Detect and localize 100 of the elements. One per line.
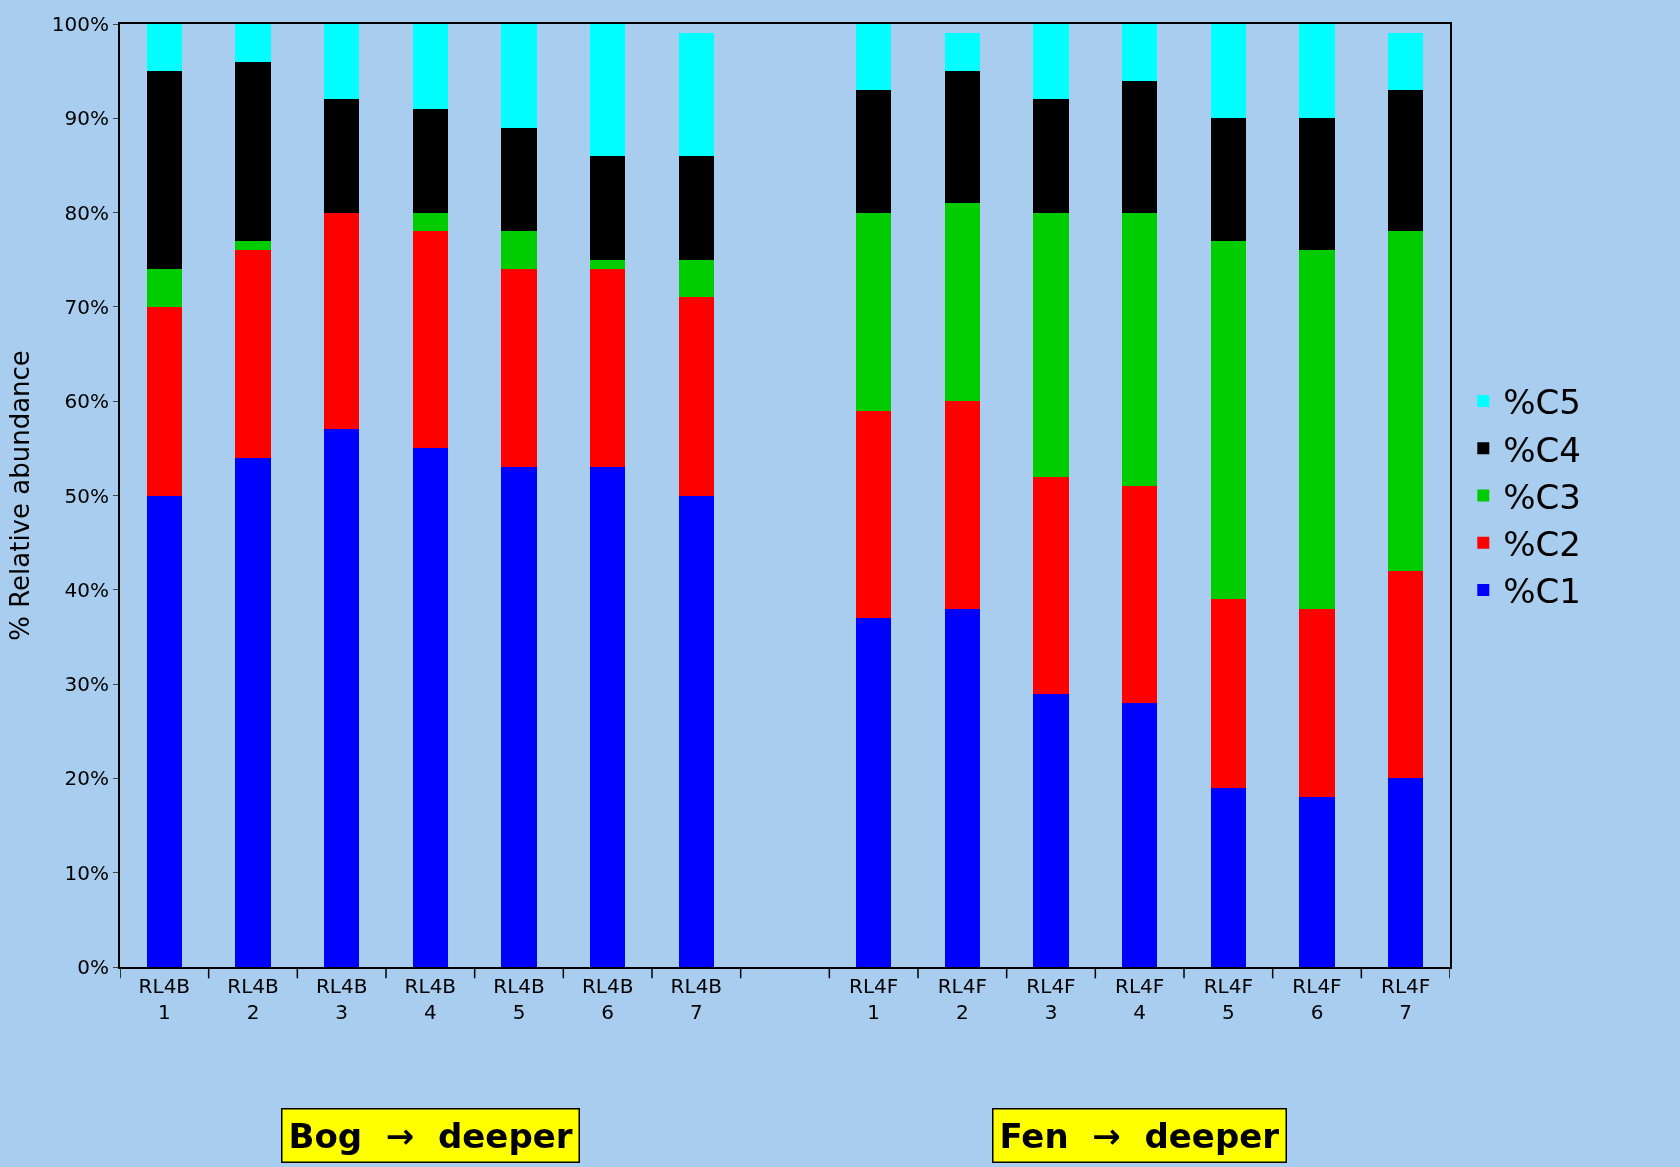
bar	[501, 24, 537, 128]
x-tick-label: RL4F 6	[1292, 974, 1342, 1024]
legend-label: %C5	[1503, 382, 1581, 423]
bar	[589, 24, 626, 157]
bar	[855, 618, 892, 967]
bar	[1033, 212, 1069, 477]
y-tick-label: 100%	[51, 12, 109, 36]
bar	[944, 203, 981, 402]
y-tick-label: 60%	[64, 389, 109, 414]
bar	[1210, 599, 1247, 788]
x-tick-label: RL4F 4	[1115, 974, 1165, 1024]
bar	[855, 90, 892, 213]
bar	[412, 231, 449, 449]
bar	[855, 410, 892, 619]
bar	[678, 495, 715, 967]
bar	[235, 61, 271, 241]
bar	[1210, 787, 1247, 967]
bar	[235, 250, 271, 458]
text: Fen → deeper	[999, 1115, 1280, 1156]
legend-label: %C3	[1503, 476, 1581, 517]
bar	[323, 24, 360, 100]
x-tick-label: RL4B 7	[670, 974, 723, 1024]
bar	[1121, 702, 1158, 967]
bar	[1033, 99, 1069, 213]
bar	[855, 24, 892, 91]
bar	[678, 156, 715, 260]
bar	[1121, 212, 1158, 487]
bar	[1299, 797, 1335, 967]
bar	[1033, 693, 1069, 967]
bar	[323, 212, 360, 430]
bar	[944, 33, 981, 72]
bar	[412, 448, 449, 967]
bar	[412, 212, 449, 232]
bar	[146, 269, 183, 307]
bar	[589, 156, 626, 260]
bar	[501, 127, 537, 232]
x-tick-label: RL4B 1	[138, 974, 191, 1024]
x-tick-label: RL4F 5	[1203, 974, 1253, 1024]
bar	[1210, 240, 1247, 600]
x-tick-label: RL4B 6	[581, 974, 634, 1024]
bar	[1121, 24, 1158, 81]
bar	[1387, 778, 1424, 967]
bar	[589, 467, 626, 967]
bar	[146, 306, 183, 496]
bar	[855, 212, 892, 411]
bar	[1033, 476, 1069, 694]
bar	[1387, 570, 1424, 779]
bar	[1387, 90, 1424, 232]
y-tick-label: 30%	[64, 672, 109, 697]
bar	[412, 24, 449, 109]
bar	[1299, 118, 1335, 251]
legend-label: %C4	[1503, 429, 1581, 470]
y-tick-label: 50%	[64, 483, 109, 508]
bar	[678, 33, 715, 157]
x-tick-label: RL4F 1	[849, 974, 899, 1024]
y-axis-title: % Relative abundance	[4, 350, 35, 641]
y-tick-label: 90%	[64, 106, 109, 131]
bar	[1299, 608, 1335, 798]
y-tick-label: 20%	[64, 766, 109, 791]
bar	[501, 467, 537, 967]
bar	[678, 259, 715, 298]
bar	[235, 24, 271, 62]
bar	[944, 401, 981, 609]
y-tick-label: 0%	[77, 955, 109, 979]
x-tick-label: RL4B 2	[227, 974, 279, 1024]
x-tick-label: RL4B 5	[493, 974, 545, 1024]
y-tick-label: 80%	[64, 200, 109, 225]
bar	[1299, 24, 1335, 119]
bar	[235, 240, 271, 251]
bar	[323, 99, 360, 213]
x-tick-label: RL4B 3	[315, 974, 368, 1024]
bar	[1210, 118, 1247, 241]
bar	[235, 457, 271, 967]
bar	[944, 608, 981, 967]
bar	[1121, 486, 1158, 703]
bar	[146, 24, 183, 72]
x-tick-label: RL4F 7	[1381, 974, 1431, 1024]
bar	[1121, 80, 1158, 213]
y-tick-label: 40%	[64, 577, 109, 602]
text: Bog → deeper	[288, 1115, 573, 1156]
bar	[501, 231, 537, 270]
y-tick-label: 70%	[64, 294, 109, 319]
bar	[1299, 250, 1335, 609]
y-tick-label: 10%	[64, 860, 109, 885]
bar	[1033, 24, 1069, 100]
x-tick-label: RL4F 3	[1026, 974, 1076, 1024]
legend-label: %C2	[1503, 523, 1581, 564]
legend-label: %C1	[1503, 571, 1581, 612]
bar	[589, 269, 626, 468]
bar	[501, 269, 537, 468]
bar	[1210, 24, 1247, 119]
bar	[412, 108, 449, 213]
bar	[323, 429, 360, 967]
bar	[589, 259, 626, 270]
x-tick-label: RL4B 4	[404, 974, 457, 1024]
bar	[944, 71, 981, 204]
x-tick-label: RL4F 2	[937, 974, 987, 1024]
bar	[678, 297, 715, 496]
bar	[1387, 231, 1424, 571]
bar	[1387, 33, 1424, 91]
